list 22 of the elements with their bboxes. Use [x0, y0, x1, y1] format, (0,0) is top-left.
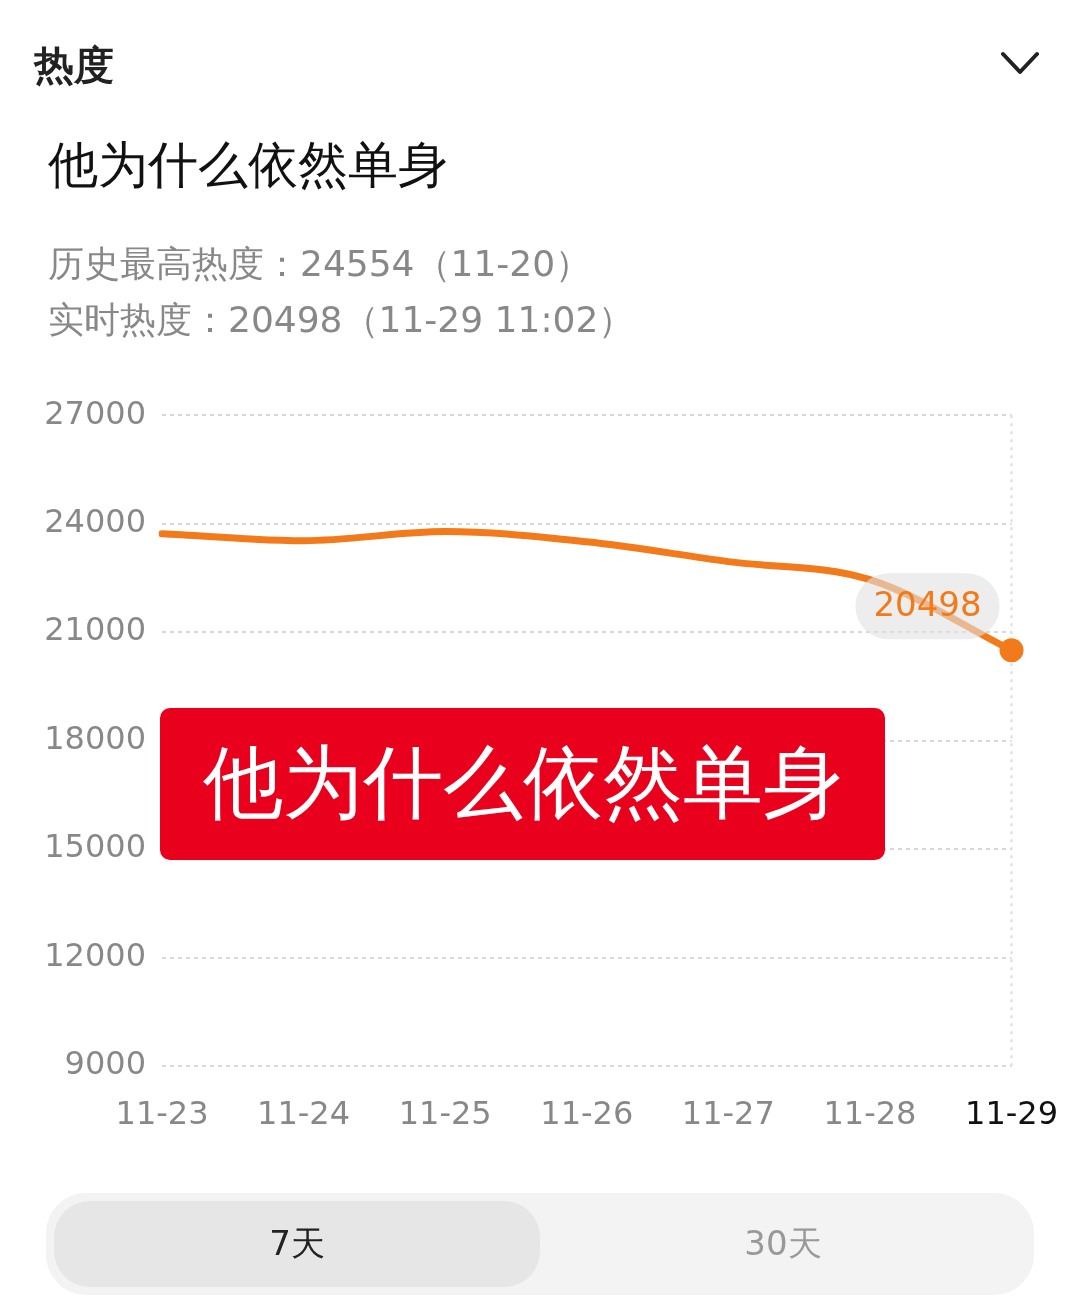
x-tick-label: 11-24 — [257, 1093, 351, 1132]
y-tick-label: 27000 — [44, 393, 146, 432]
y-tick-label: 24000 — [44, 501, 146, 540]
chart-title: 他为什么依然单身 — [48, 135, 448, 196]
x-tick-label: 11-23 — [115, 1093, 209, 1132]
y-tick-label: 18000 — [44, 718, 146, 757]
x-tick-label: 11-27 — [681, 1093, 775, 1132]
annotation: 他为什么依然单身 — [160, 708, 885, 860]
y-tick-label: 12000 — [44, 935, 146, 974]
x-tick-label: 11-28 — [823, 1093, 917, 1132]
text: 实时热度：20498（11-29 11:02） — [48, 298, 635, 342]
annotation: 20498 — [873, 584, 982, 625]
y-tick-label: 21000 — [44, 610, 146, 649]
chart-subtitle: 历史最高热度：24554（11-20） — [48, 242, 593, 286]
x-tick-label: 11-29 — [965, 1093, 1058, 1132]
x-tick-label: 11-26 — [540, 1093, 634, 1132]
text: 热度 — [34, 41, 114, 90]
y-tick-label: 9000 — [64, 1044, 146, 1083]
x-tick-label: 11-25 — [398, 1093, 492, 1132]
text: 30天 — [743, 1222, 823, 1265]
y-tick-label: 15000 — [44, 827, 146, 866]
text: 7天 — [54, 1201, 540, 1287]
